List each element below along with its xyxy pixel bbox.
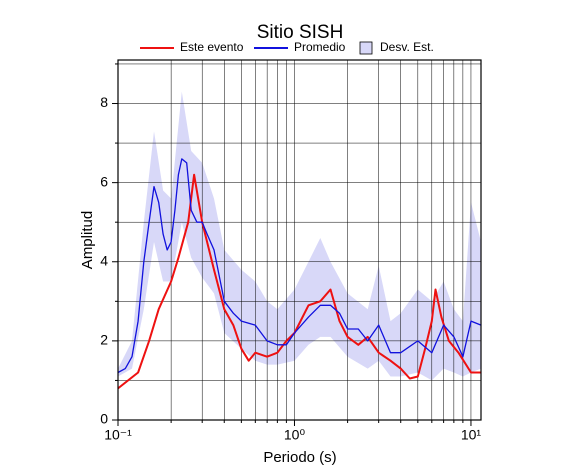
y-tick-label: 8 <box>100 94 108 110</box>
y-tick-label: 6 <box>100 173 108 189</box>
legend-label: Desv. Est. <box>380 40 434 54</box>
legend-label: Promedio <box>294 40 346 54</box>
plot-frame <box>117 59 482 421</box>
legend-label: Este evento <box>180 40 244 54</box>
y-axis-label: Amplitud <box>79 211 96 269</box>
x-axis-label: Periodo (s) <box>263 449 336 466</box>
x-tick-label: 10⁰ <box>284 427 306 443</box>
y-tick-label: 4 <box>100 252 108 268</box>
series-line <box>117 158 482 374</box>
series-line <box>117 173 481 390</box>
legend-swatch <box>359 41 373 55</box>
x-tick-label: 10¹ <box>461 427 482 443</box>
chart-title: Sitio SISH <box>257 22 344 43</box>
y-tick-label: 2 <box>100 332 108 348</box>
y-tick-label: 0 <box>100 411 108 427</box>
x-tick-label: 10⁻¹ <box>104 427 132 443</box>
